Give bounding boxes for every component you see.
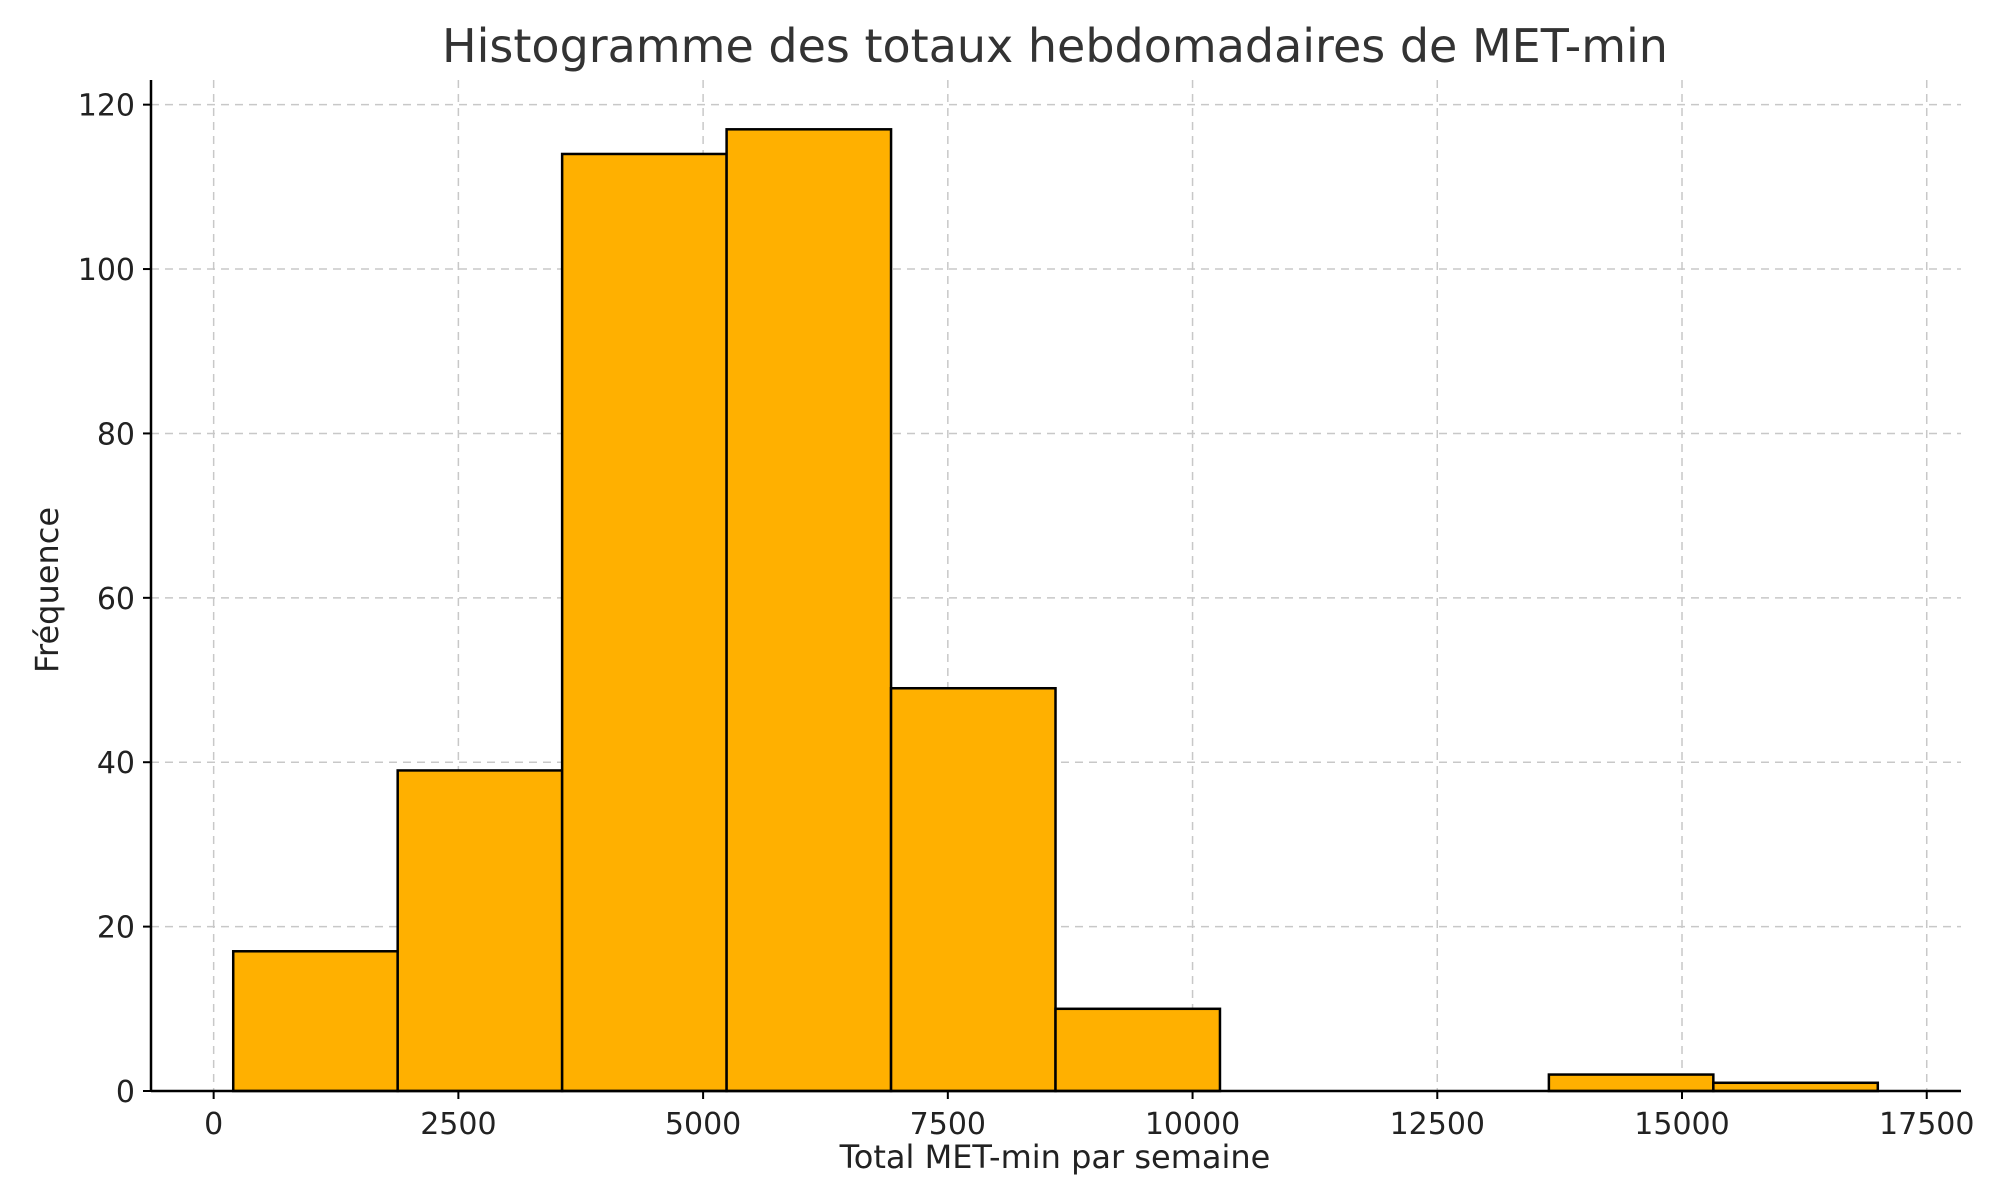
axes <box>149 80 1961 1093</box>
y-ticks: 0 20 40 60 80 100 120 <box>78 89 151 1110</box>
y-axis-label: Fréquence <box>28 507 66 673</box>
chart-title: Histogramme des totaux hebdomadaires de … <box>442 19 1668 73</box>
x-ticks: 0 2500 5000 7500 10000 12500 15000 17500 <box>204 1091 1974 1142</box>
histogram-bar <box>1054 1007 1222 1093</box>
histogram-bar <box>889 686 1057 1093</box>
x-tick-label: 15000 <box>1634 1107 1729 1142</box>
x-tick-label: 12500 <box>1390 1107 1485 1142</box>
y-tick-label: 120 <box>78 89 135 124</box>
x-tick-label: 7500 <box>910 1107 986 1142</box>
x-axis-label: Total MET-min par semaine <box>839 1138 1271 1176</box>
x-tick-label: 2500 <box>420 1107 496 1142</box>
histogram-bar <box>396 769 564 1093</box>
y-tick-label: 60 <box>97 582 135 617</box>
histogram-bar <box>231 950 399 1093</box>
x-tick-label: 17500 <box>1879 1107 1974 1142</box>
x-tick-label: 5000 <box>665 1107 741 1142</box>
histogram-bar <box>1547 1073 1715 1093</box>
bars <box>231 128 1880 1093</box>
y-tick-label: 80 <box>97 417 135 452</box>
y-tick-label: 100 <box>78 253 135 288</box>
histogram-bar <box>560 152 728 1093</box>
x-tick-label: 10000 <box>1145 1107 1240 1142</box>
y-tick-label: 20 <box>97 911 135 946</box>
y-tick-label: 0 <box>116 1075 135 1110</box>
y-tick-label: 40 <box>97 746 135 781</box>
x-tick-label: 0 <box>204 1107 223 1142</box>
histogram-bar <box>725 128 893 1093</box>
